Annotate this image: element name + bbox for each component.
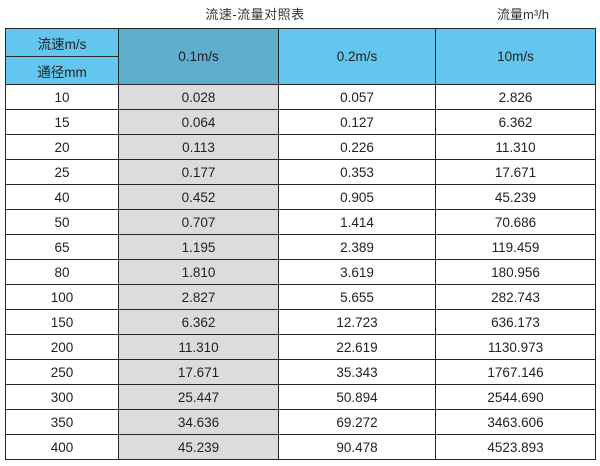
value-cell: 0.057 [278, 84, 436, 110]
diameter-cell: 10 [5, 84, 119, 110]
value-cell: 0.905 [278, 184, 436, 210]
table-row: 20 0.113 0.226 11.310 [5, 134, 596, 160]
value-cell: 119.459 [435, 234, 596, 260]
table-row: 400 45.239 90.478 4523.893 [5, 434, 596, 460]
value-cell: 3.619 [278, 259, 436, 285]
diameter-cell: 350 [5, 409, 119, 435]
value-cell: 11.310 [435, 134, 596, 160]
value-cell: 2.826 [435, 84, 596, 110]
diameter-cell: 150 [5, 309, 119, 335]
value-cell: 0.028 [118, 84, 279, 110]
table-header: 流速m/s 0.1m/s 0.2m/s 10m/s 通径mm [5, 28, 596, 85]
value-cell: 50.894 [278, 384, 436, 410]
table-row: 15 0.064 0.127 6.362 [5, 109, 596, 135]
value-cell: 0.707 [118, 209, 279, 235]
table-row: 40 0.452 0.905 45.239 [5, 184, 596, 210]
table-row: 150 6.362 12.723 636.173 [5, 309, 596, 335]
value-cell: 6.362 [118, 309, 279, 335]
corner-diameter-label: 通径mm [5, 56, 119, 85]
value-cell: 0.113 [118, 134, 279, 160]
corner-flow-velocity-label: 流速m/s [5, 28, 119, 57]
value-cell: 1130.973 [435, 334, 596, 360]
diameter-cell: 200 [5, 334, 119, 360]
diameter-cell: 80 [5, 259, 119, 285]
column-header-0-1ms: 0.1m/s [118, 28, 279, 85]
diameter-cell: 25 [5, 159, 119, 185]
value-cell: 1.195 [118, 234, 279, 260]
value-cell: 282.743 [435, 284, 596, 310]
value-cell: 0.127 [278, 109, 436, 135]
table-row: 10 0.028 0.057 2.826 [5, 84, 596, 110]
flow-rate-table: 流速m/s 0.1m/s 0.2m/s 10m/s 通径mm 10 0.028 … [5, 28, 596, 460]
table-row: 100 2.827 5.655 282.743 [5, 284, 596, 310]
value-cell: 0.177 [118, 159, 279, 185]
value-cell: 25.447 [118, 384, 279, 410]
value-cell: 69.272 [278, 409, 436, 435]
value-cell: 636.173 [435, 309, 596, 335]
value-cell: 4523.893 [435, 434, 596, 460]
column-header-10ms: 10m/s [435, 28, 596, 85]
value-cell: 1767.146 [435, 359, 596, 385]
value-cell: 0.064 [118, 109, 279, 135]
diameter-cell: 20 [5, 134, 119, 160]
table-row: 25 0.177 0.353 17.671 [5, 159, 596, 185]
value-cell: 6.362 [435, 109, 596, 135]
table-row: 350 34.636 69.272 3463.606 [5, 409, 596, 435]
diameter-cell: 50 [5, 209, 119, 235]
value-cell: 2544.690 [435, 384, 596, 410]
value-cell: 1.810 [118, 259, 279, 285]
value-cell: 180.956 [435, 259, 596, 285]
diameter-cell: 15 [5, 109, 119, 135]
value-cell: 34.636 [118, 409, 279, 435]
value-cell: 70.686 [435, 209, 596, 235]
diameter-cell: 65 [5, 234, 119, 260]
diameter-cell: 250 [5, 359, 119, 385]
value-cell: 45.239 [118, 434, 279, 460]
value-cell: 17.671 [118, 359, 279, 385]
diameter-cell: 300 [5, 384, 119, 410]
value-cell: 90.478 [278, 434, 436, 460]
value-cell: 22.619 [278, 334, 436, 360]
table-row: 65 1.195 2.389 119.459 [5, 234, 596, 260]
diameter-cell: 100 [5, 284, 119, 310]
value-cell: 45.239 [435, 184, 596, 210]
value-cell: 2.389 [278, 234, 436, 260]
table-row: 250 17.671 35.343 1767.146 [5, 359, 596, 385]
table-row: 50 0.707 1.414 70.686 [5, 209, 596, 235]
unit-label: 流量m³/h [496, 7, 549, 22]
column-header-0-2ms: 0.2m/s [278, 28, 436, 85]
page-title: 流速-流量对照表 [205, 7, 305, 22]
value-cell: 0.452 [118, 184, 279, 210]
value-cell: 11.310 [118, 334, 279, 360]
diameter-cell: 40 [5, 184, 119, 210]
value-cell: 5.655 [278, 284, 436, 310]
value-cell: 17.671 [435, 159, 596, 185]
value-cell: 3463.606 [435, 409, 596, 435]
value-cell: 35.343 [278, 359, 436, 385]
value-cell: 0.226 [278, 134, 436, 160]
table-row: 200 11.310 22.619 1130.973 [5, 334, 596, 360]
table-row: 80 1.810 3.619 180.956 [5, 259, 596, 285]
value-cell: 0.353 [278, 159, 436, 185]
value-cell: 2.827 [118, 284, 279, 310]
value-cell: 12.723 [278, 309, 436, 335]
table-row: 300 25.447 50.894 2544.690 [5, 384, 596, 410]
table-body: 10 0.028 0.057 2.826 15 0.064 0.127 6.36… [5, 84, 596, 460]
value-cell: 1.414 [278, 209, 436, 235]
diameter-cell: 400 [5, 434, 119, 460]
